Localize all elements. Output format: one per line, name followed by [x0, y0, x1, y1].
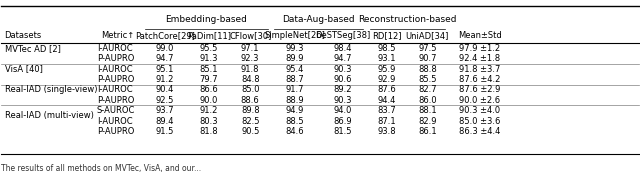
Text: 91.3: 91.3 [200, 54, 218, 63]
Text: 90.3 ±4.0: 90.3 ±4.0 [460, 106, 500, 115]
Text: Mean±Std: Mean±Std [458, 31, 502, 40]
Text: 89.4: 89.4 [156, 117, 174, 126]
Text: 80.3: 80.3 [200, 117, 218, 126]
Text: 88.1: 88.1 [418, 106, 436, 115]
Text: 92.5: 92.5 [156, 96, 174, 105]
Text: 90.3: 90.3 [333, 65, 352, 74]
Text: 92.4 ±1.8: 92.4 ±1.8 [460, 54, 500, 63]
Text: 85.1: 85.1 [200, 65, 218, 74]
Text: Datasets: Datasets [4, 31, 42, 40]
Text: 81.5: 81.5 [333, 127, 352, 136]
Text: 97.5: 97.5 [418, 44, 436, 53]
Text: 91.5: 91.5 [156, 127, 174, 136]
Text: 87.6 ±2.9: 87.6 ±2.9 [460, 85, 500, 94]
Text: 88.6: 88.6 [241, 96, 260, 105]
Text: P-AUPRO: P-AUPRO [97, 54, 134, 63]
Text: P-AUPRO: P-AUPRO [97, 75, 134, 84]
Text: 93.7: 93.7 [156, 106, 174, 115]
Text: 84.6: 84.6 [285, 127, 304, 136]
Text: 85.5: 85.5 [418, 75, 436, 84]
Text: MVTec AD [2]: MVTec AD [2] [4, 44, 60, 53]
Text: 99.3: 99.3 [285, 44, 304, 53]
Text: P-AUPRO: P-AUPRO [97, 96, 134, 105]
Text: 94.7: 94.7 [156, 54, 174, 63]
Text: 91.8: 91.8 [241, 65, 259, 74]
Text: 91.2: 91.2 [200, 106, 218, 115]
Text: 93.1: 93.1 [378, 54, 396, 63]
Text: 90.5: 90.5 [241, 127, 259, 136]
Text: 86.1: 86.1 [418, 127, 436, 136]
Text: 90.4: 90.4 [156, 85, 174, 94]
Text: 85.0 ±3.6: 85.0 ±3.6 [460, 117, 500, 126]
Text: 90.3: 90.3 [333, 96, 352, 105]
Text: 88.8: 88.8 [418, 65, 436, 74]
Text: 99.0: 99.0 [156, 44, 174, 53]
Text: 90.0: 90.0 [200, 96, 218, 105]
Text: S-AUROC: S-AUROC [97, 106, 135, 115]
Text: 95.5: 95.5 [200, 44, 218, 53]
Text: RD[12]: RD[12] [372, 31, 401, 40]
Text: 92.9: 92.9 [378, 75, 396, 84]
Text: 87.1: 87.1 [377, 117, 396, 126]
Text: Data-Aug-based: Data-Aug-based [282, 15, 355, 24]
Text: 88.9: 88.9 [285, 96, 304, 105]
Text: 82.9: 82.9 [418, 117, 436, 126]
Text: Real-IAD (single-view): Real-IAD (single-view) [4, 85, 97, 94]
Text: 91.7: 91.7 [285, 85, 304, 94]
Text: Embedding-based: Embedding-based [165, 15, 247, 24]
Text: Real-IAD (multi-view): Real-IAD (multi-view) [4, 111, 93, 120]
Text: 81.8: 81.8 [200, 127, 218, 136]
Text: 97.9 ±1.2: 97.9 ±1.2 [460, 44, 500, 53]
Text: 86.9: 86.9 [333, 117, 352, 126]
Text: I-AUROC: I-AUROC [97, 85, 132, 94]
Text: 94.9: 94.9 [285, 106, 304, 115]
Text: 89.8: 89.8 [241, 106, 260, 115]
Text: 88.5: 88.5 [285, 117, 304, 126]
Text: Reconstruction-based: Reconstruction-based [358, 15, 456, 24]
Text: 91.8 ±3.7: 91.8 ±3.7 [460, 65, 500, 74]
Text: The results of all methods on MVTec, VisA, and our...: The results of all methods on MVTec, Vis… [1, 164, 202, 173]
Text: I-AUROC: I-AUROC [97, 65, 132, 74]
Text: UniAD[34]: UniAD[34] [406, 31, 449, 40]
Text: 82.7: 82.7 [418, 85, 436, 94]
Text: 92.3: 92.3 [241, 54, 259, 63]
Text: I-AUROC: I-AUROC [97, 44, 132, 53]
Text: 94.4: 94.4 [378, 96, 396, 105]
Text: 90.6: 90.6 [333, 75, 352, 84]
Text: 95.1: 95.1 [156, 65, 174, 74]
Text: 85.0: 85.0 [241, 85, 259, 94]
Text: CFlow[30]: CFlow[30] [229, 31, 271, 40]
Text: 87.6 ±4.2: 87.6 ±4.2 [460, 75, 500, 84]
Text: 86.3 ±4.4: 86.3 ±4.4 [460, 127, 500, 136]
Text: Metric↑: Metric↑ [101, 31, 134, 40]
Text: SimpleNet[26]: SimpleNet[26] [264, 31, 325, 40]
Text: PatchCore[29]: PatchCore[29] [135, 31, 195, 40]
Text: 94.7: 94.7 [333, 54, 352, 63]
Text: DeSTSeg[38]: DeSTSeg[38] [315, 31, 371, 40]
Text: 97.1: 97.1 [241, 44, 259, 53]
Text: 98.4: 98.4 [333, 44, 352, 53]
Text: 86.6: 86.6 [200, 85, 218, 94]
Text: 86.0: 86.0 [418, 96, 436, 105]
Text: 95.4: 95.4 [285, 65, 304, 74]
Text: 87.6: 87.6 [377, 85, 396, 94]
Text: 98.5: 98.5 [378, 44, 396, 53]
Text: 93.8: 93.8 [377, 127, 396, 136]
Text: P-AUPRO: P-AUPRO [97, 127, 134, 136]
Text: 94.0: 94.0 [333, 106, 352, 115]
Text: PaDim[11]: PaDim[11] [187, 31, 231, 40]
Text: 95.9: 95.9 [378, 65, 396, 74]
Text: I-AUROC: I-AUROC [97, 117, 132, 126]
Text: VisA [40]: VisA [40] [4, 65, 42, 74]
Text: 89.2: 89.2 [333, 85, 352, 94]
Text: 83.7: 83.7 [377, 106, 396, 115]
Text: 82.5: 82.5 [241, 117, 259, 126]
Text: 89.9: 89.9 [285, 54, 304, 63]
Text: 88.7: 88.7 [285, 75, 304, 84]
Text: 79.7: 79.7 [200, 75, 218, 84]
Text: 90.7: 90.7 [418, 54, 436, 63]
Text: 90.0 ±2.6: 90.0 ±2.6 [460, 96, 500, 105]
Text: 84.8: 84.8 [241, 75, 260, 84]
Text: 91.2: 91.2 [156, 75, 174, 84]
